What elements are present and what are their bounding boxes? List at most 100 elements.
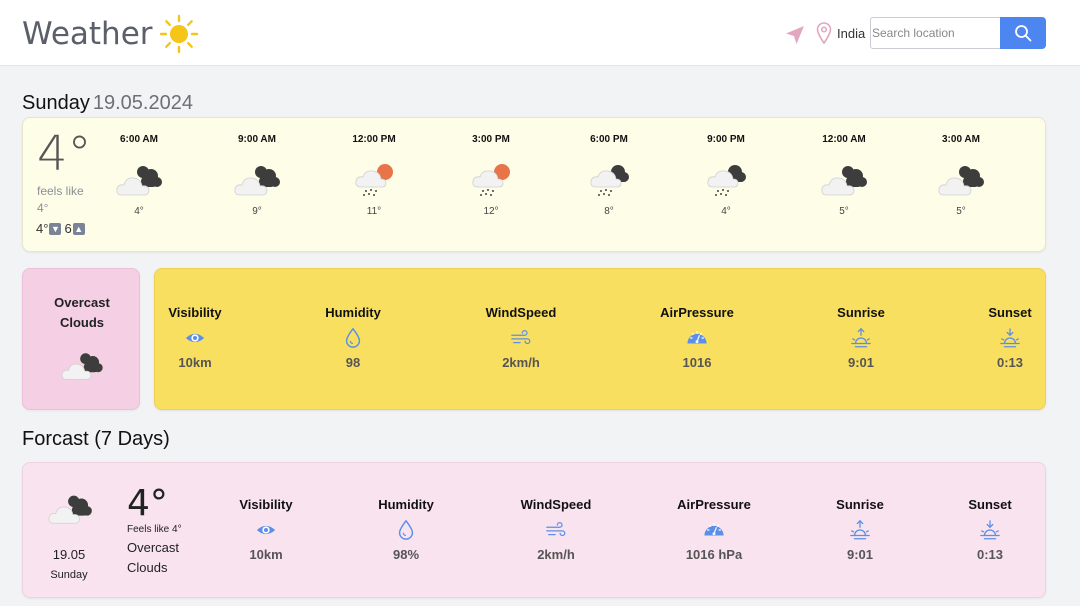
search-button[interactable] — [1000, 17, 1046, 49]
gauge-icon — [703, 519, 725, 541]
sun-icon — [159, 14, 198, 54]
forecast-feels-like: Feels like 4° — [127, 524, 182, 535]
hourly-time: 12:00 PM — [352, 134, 396, 145]
sunrise-icon — [849, 519, 871, 541]
rain-sun-icon — [466, 159, 516, 199]
min-max-temperature: 4° ▼ 6 ▲ — [36, 221, 86, 236]
cloudy-icon — [57, 347, 107, 383]
feels-like-label: feels like — [37, 184, 84, 198]
stat-value: 2km/h — [502, 355, 540, 370]
stat-value: 0:13 — [976, 547, 1004, 562]
hourly-temperature: 11° — [366, 206, 382, 217]
gauge-icon — [686, 327, 708, 349]
forecast-stat-sunrise: Sunrise 9:01 — [800, 497, 920, 562]
hourly-time: 9:00 AM — [238, 134, 276, 145]
stat-value: 2km/h — [537, 547, 575, 562]
rain-cloud-icon — [584, 159, 634, 199]
hourly-item: 12:00 PM 11° — [334, 134, 414, 217]
condition-line-2: Clouds — [59, 315, 105, 330]
hourly-time: 3:00 PM — [472, 134, 510, 145]
date-value: 19.05.2024 — [92, 92, 193, 114]
stat-sunset: Sunset 0:13 — [950, 305, 1070, 370]
stat-windspeed: WindSpeed 2km/h — [461, 305, 581, 370]
sunset-icon — [999, 327, 1021, 349]
hourly-item: 6:00 AM 4° — [99, 134, 179, 217]
stat-value: 10km — [178, 355, 212, 370]
stat-label: Visibility — [168, 305, 222, 320]
stat-value: 9:01 — [846, 547, 874, 562]
condition-card: Overcast Clouds — [22, 268, 140, 410]
droplet-icon — [395, 519, 417, 541]
stat-airpressure: AirPressure 1016 — [637, 305, 757, 370]
forecast-stat-humidity: Humidity 98% — [346, 497, 466, 562]
rain-sun-icon — [349, 159, 399, 199]
location-pin-icon — [816, 22, 832, 44]
current-stats-card: Visibility 10km Humidity 98 WindSpeed 2km/h Ai… — [154, 268, 1046, 410]
stat-label: Humidity — [378, 497, 434, 512]
forecast-stat-windspeed: WindSpeed 2km/h — [496, 497, 616, 562]
hourly-temperature: 8° — [604, 206, 614, 217]
brand: Weather — [22, 14, 199, 54]
droplet-icon — [342, 327, 364, 349]
navigation-arrow-icon[interactable] — [785, 25, 805, 45]
stat-label: WindSpeed — [485, 305, 557, 320]
min-temperature: 4° — [36, 221, 49, 236]
forecast-stat-airpressure: AirPressure 1016 hPa — [654, 497, 774, 562]
stat-label: Sunset — [988, 305, 1032, 320]
stat-value: 10km — [249, 547, 283, 562]
rain-cloud-icon — [701, 159, 751, 199]
cloudy-icon — [936, 159, 986, 199]
hourly-item: 6:00 PM 8° — [569, 134, 649, 217]
hourly-temperature: 12° — [483, 206, 499, 217]
stat-value: 1016 hPa — [685, 547, 743, 562]
date-heading: Sunday 19.05.2024 — [22, 92, 193, 115]
forecast-heading: Forcast (7 Days) — [22, 428, 170, 450]
stat-label: AirPressure — [660, 305, 734, 320]
forecast-condition-line-1: Overcast — [127, 540, 180, 555]
cloudy-icon — [232, 159, 282, 199]
hourly-temperature: 5° — [956, 206, 966, 217]
hourly-temperature: 4° — [721, 206, 731, 217]
hourly-temperature: 5° — [839, 206, 849, 217]
hourly-item: 3:00 AM 5° — [921, 134, 1001, 217]
search-input[interactable] — [870, 17, 1001, 49]
forecast-day: Sunday — [50, 569, 88, 581]
hourly-temperature: 9° — [252, 206, 262, 217]
hourly-time: 6:00 AM — [120, 134, 158, 145]
stat-value: 0:13 — [996, 355, 1024, 370]
condition-line-1: Overcast — [54, 295, 110, 310]
hourly-time: 12:00 AM — [822, 134, 866, 145]
forecast-date: 19.05 — [52, 547, 86, 562]
forecast-temperature: 4° — [127, 483, 168, 524]
forecast-day-card[interactable]: 19.05 Sunday 4° Feels like 4° Overcast C… — [22, 462, 1046, 598]
hourly-time: 3:00 AM — [942, 134, 980, 145]
date-day: Sunday — [22, 92, 90, 114]
forecast-stat-sunset: Sunset 0:13 — [930, 497, 1050, 562]
current-temperature: 4° — [37, 126, 92, 182]
sunrise-icon — [850, 327, 872, 349]
stat-humidity: Humidity 98 — [293, 305, 413, 370]
arrow-down-icon: ▼ — [49, 222, 62, 235]
search-icon — [1015, 25, 1032, 42]
sunset-icon — [979, 519, 1001, 541]
stat-value: 98% — [392, 547, 420, 562]
cloudy-icon — [819, 159, 869, 199]
stat-label: Sunrise — [836, 497, 884, 512]
stat-label: Sunrise — [837, 305, 885, 320]
stat-value: 9:01 — [847, 355, 875, 370]
stat-value: 1016 — [682, 355, 712, 370]
stat-label: Humidity — [325, 305, 381, 320]
feels-like-value: 4° — [37, 201, 49, 215]
eye-icon — [255, 519, 277, 541]
current-country: India — [837, 26, 866, 41]
stat-label: AirPressure — [677, 497, 751, 512]
hourly-time: 9:00 PM — [707, 134, 745, 145]
condition-text: Overcast Clouds — [23, 293, 141, 333]
hourly-temperature: 4° — [134, 206, 144, 217]
hourly-item: 3:00 PM 12° — [451, 134, 531, 217]
stat-label: Sunset — [968, 497, 1012, 512]
forecast-condition: Overcast Clouds — [127, 538, 197, 578]
cloudy-icon — [45, 489, 95, 527]
hourly-forecast-card: 4° feels like 4° 4° ▼ 6 ▲ 6:00 AM 4° 9:00 AM 9… — [22, 117, 1046, 252]
stat-label: WindSpeed — [520, 497, 592, 512]
